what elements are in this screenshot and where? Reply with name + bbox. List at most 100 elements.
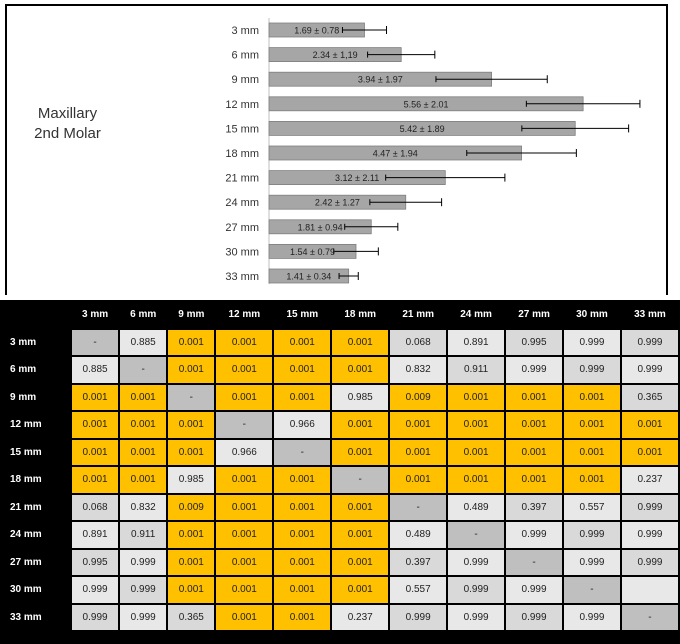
table-cell: 0.001 (120, 384, 167, 410)
table-cell: 0.001 (506, 439, 562, 465)
table-cell: 0.001 (216, 549, 273, 575)
table-corner (2, 302, 70, 328)
table-cell: - (506, 549, 562, 575)
table-cell: 0.999 (448, 604, 505, 630)
data-label: 3.94 ± 1.97 (358, 75, 403, 85)
table-row: 9 mm 0.001 0.001-0.001 0.001 0.985 0.009 0.001… (2, 384, 678, 410)
table-cell: 0.001 (564, 384, 620, 410)
chart-title-line-2: 2nd Molar (34, 125, 101, 142)
table-cell: 0.001 (274, 549, 331, 575)
table-cell: 0.001 (168, 329, 215, 355)
table-cell: 0.999 (564, 329, 620, 355)
table-cell: 0.001 (332, 522, 389, 548)
table-cell: 0.068 (390, 329, 447, 355)
table-cell: - (216, 412, 273, 438)
table-cell: 0.832 (390, 357, 447, 383)
table-cell: 0.001 (274, 329, 331, 355)
row-header: 27 mm (10, 556, 42, 568)
table-cell: - (72, 329, 119, 355)
category-label: 18 mm (225, 148, 259, 160)
row-header: 18 mm (10, 474, 42, 486)
table-cell: 0.001 (506, 384, 562, 410)
table-cell: 0.001 (120, 412, 167, 438)
table-cell: - (448, 522, 505, 548)
table-cell: 0.001 (274, 467, 331, 493)
column-header: 12 mm (228, 309, 261, 321)
table-body: 3 mm -0.885 0.001 0.001 0.001 0.001 0.068 0.891… (2, 329, 678, 630)
table-cell: 0.999 (506, 357, 562, 383)
table-cell: 0.001 (448, 412, 505, 438)
category-label: 21 mm (225, 173, 259, 185)
column-header: 18 mm (344, 309, 377, 321)
column-header: 33 mm (634, 309, 666, 321)
row-header: 6 mm (10, 364, 37, 376)
table-cell: 0.009 (390, 384, 447, 410)
data-label: 1.81 ± 0.94 (298, 222, 343, 232)
table-row: 15 mm 0.001 0.001 0.001 0.966-0.001 0.001 0.00… (2, 439, 678, 465)
table-cell: 0.001 (448, 467, 505, 493)
table-cell: 0.001 (168, 439, 215, 465)
table-cell: 0.001 (332, 577, 389, 603)
table-cell: 0.001 (72, 384, 119, 410)
table-cell: 0.999 (564, 604, 620, 630)
table-cell: 0.891 (448, 329, 505, 355)
table-cell: 0.489 (390, 522, 447, 548)
table-cell: 0.001 (72, 439, 119, 465)
table-cell: 0.999 (506, 522, 562, 548)
table-row: 3 mm -0.885 0.001 0.001 0.001 0.001 0.068 0.891… (2, 329, 678, 355)
table-cell: 0.001 (216, 604, 273, 630)
category-label: 6 mm (232, 50, 260, 62)
table-cell: 0.999 (564, 522, 620, 548)
p-value-table: 3 mm 6 mm 9 mm 12 mm 15 mm 18 mm 21 mm 24 mm 27 … (0, 300, 680, 632)
chart-title: Maxillary 2nd Molar (20, 104, 115, 144)
table-row: 12 mm 0.001 0.001 0.001-0.966 0.001 0.001 0.00… (2, 412, 678, 438)
table-cell: 0.001 (332, 494, 389, 520)
table-cell: 0.001 (72, 412, 119, 438)
category-label: 3 mm (232, 25, 260, 37)
table-cell: 0.001 (564, 439, 620, 465)
data-label: 1.54 ± 0.79 (290, 247, 335, 257)
category-label: 9 mm (232, 74, 260, 86)
table-row: 24 mm 0.891 0.911 0.001 0.001 0.001 0.001 0.489… (2, 522, 678, 548)
data-label: 1.69 ± 0.78 (294, 26, 339, 36)
table-cell: 0.001 (332, 439, 389, 465)
table-cell: 0.001 (72, 467, 119, 493)
column-header: 21 mm (402, 309, 434, 321)
table-cell: 0.999 (506, 577, 562, 603)
category-label: 24 mm (225, 197, 259, 209)
column-header: 6 mm (130, 309, 157, 321)
row-header: 21 mm (10, 501, 42, 513)
table-cell: 0.999 (621, 329, 678, 355)
table-cell: 0.001 (168, 357, 215, 383)
row-header: 33 mm (10, 611, 42, 623)
table-cell: 0.365 (168, 604, 215, 630)
table-cell: 0.885 (72, 357, 119, 383)
data-label: 2.42 ± 1.27 (315, 198, 360, 208)
table-cell: 0.985 (332, 384, 389, 410)
bar-chart-panel: Maxillary 2nd Molar 3 mm 1.69 ± 0.78 6 mm 2… (0, 0, 680, 300)
column-header: 24 mm (460, 309, 492, 321)
table-cell: 0.001 (168, 412, 215, 438)
table-cell: 0.999 (621, 522, 678, 548)
table-cell: 0.911 (448, 357, 505, 383)
table-cell: 0.001 (168, 522, 215, 548)
category-label: 27 mm (225, 222, 259, 234)
table-cell: 0.885 (120, 329, 167, 355)
p-value-table-panel: 3 mm 6 mm 9 mm 12 mm 15 mm 18 mm 21 mm 24 mm 27 … (0, 300, 680, 644)
table-cell: 0.365 (621, 384, 678, 410)
table-cell (621, 577, 678, 603)
table-cell: - (168, 384, 215, 410)
table-cell: 0.397 (390, 549, 447, 575)
table-cell: 0.001 (332, 329, 389, 355)
table-cell: 0.001 (216, 329, 273, 355)
table-cell: 0.999 (72, 604, 119, 630)
column-header: 30 mm (576, 309, 608, 321)
table-cell: 0.489 (448, 494, 505, 520)
table-cell: 0.001 (506, 467, 562, 493)
table-cell: 0.001 (564, 467, 620, 493)
table-cell: 0.001 (332, 549, 389, 575)
table-cell: 0.001 (448, 384, 505, 410)
table-cell: 0.911 (120, 522, 167, 548)
column-header: 27 mm (518, 309, 550, 321)
table-cell: 0.001 (120, 439, 167, 465)
